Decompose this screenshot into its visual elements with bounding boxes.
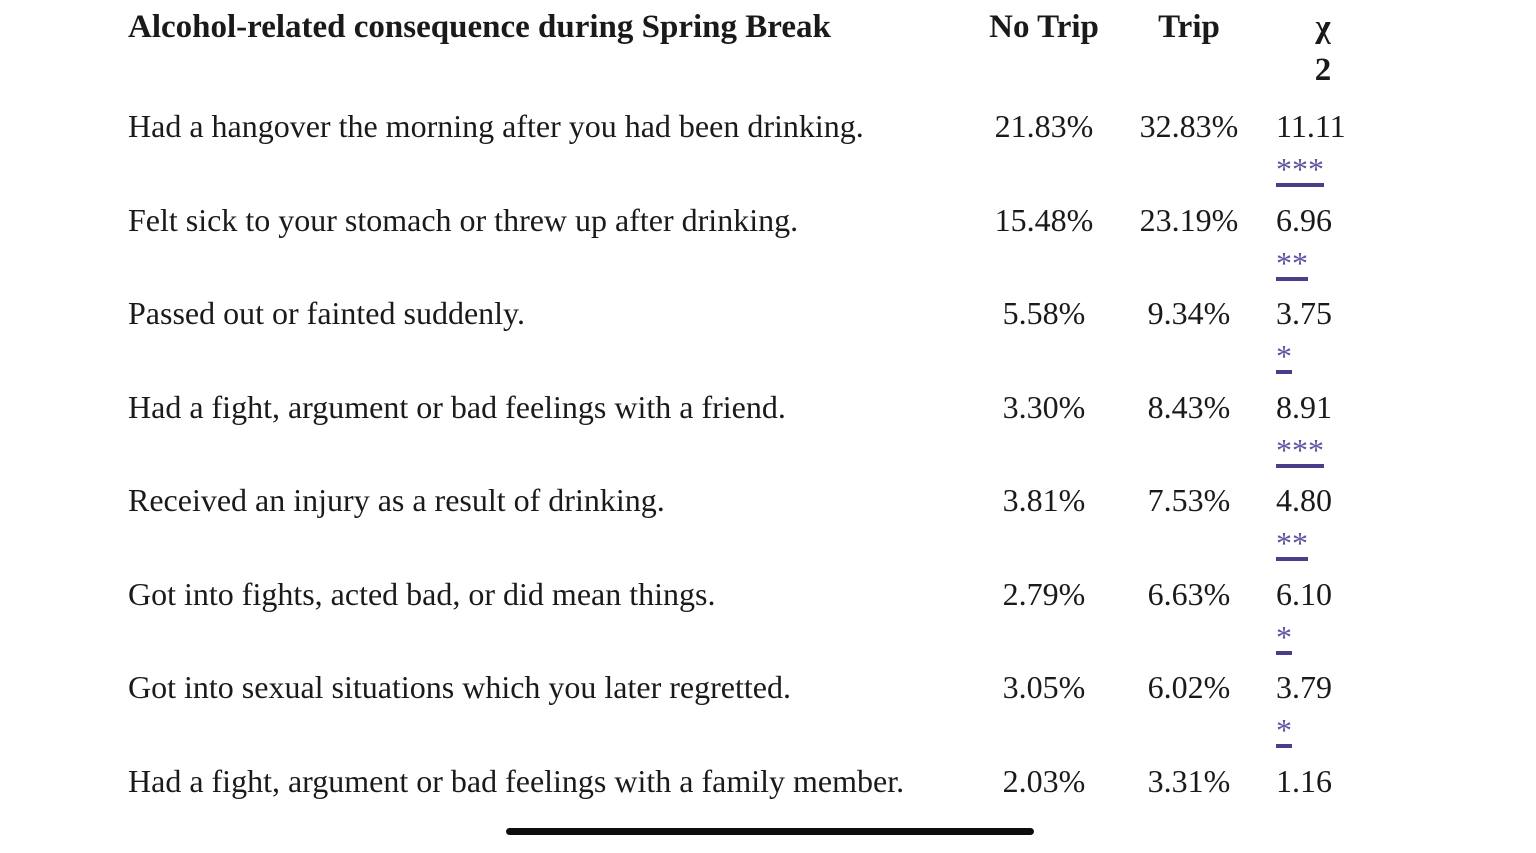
header-trip: Trip (1115, 0, 1263, 105)
consequence-cell: Had a hangover the morning after you had… (128, 105, 973, 199)
chi-value: 1.16 (1276, 760, 1383, 803)
header-chi-squared: χ 2 (1263, 0, 1383, 105)
trip-cell: 6.63% (1115, 573, 1263, 667)
consequence-cell: Received an injury as a result of drinki… (128, 479, 973, 573)
table-body: Had a hangover the morning after you had… (128, 105, 1383, 853)
significance-link[interactable]: * (1276, 619, 1292, 655)
table-row: Had a fight, argument or bad feelings wi… (128, 386, 1383, 480)
no-trip-cell: 3.05% (973, 666, 1115, 760)
consequences-table: Alcohol-related consequence during Sprin… (128, 0, 1383, 853)
chi-value: 6.96 (1276, 199, 1383, 242)
consequence-cell: Got into sexual situations which you lat… (128, 666, 973, 760)
trip-cell: 7.53% (1115, 479, 1263, 573)
trip-cell: 9.34% (1115, 292, 1263, 386)
table-row: Felt sick to your stomach or threw up af… (128, 199, 1383, 293)
consequence-cell: Felt sick to your stomach or threw up af… (128, 199, 973, 293)
chi-cell: 3.79 * (1263, 666, 1383, 760)
table-row: Got into sexual situations which you lat… (128, 666, 1383, 760)
chi-cell: 11.11 *** (1263, 105, 1383, 199)
chi-cell: 3.75 * (1263, 292, 1383, 386)
chi-cell: 4.80 ** (1263, 479, 1383, 573)
header-row: Alcohol-related consequence during Sprin… (128, 0, 1383, 105)
table-row: Got into fights, acted bad, or did mean … (128, 573, 1383, 667)
table-row: Had a fight, argument or bad feelings wi… (128, 760, 1383, 853)
consequence-cell: Had a fight, argument or bad feelings wi… (128, 386, 973, 480)
trip-cell: 3.31% (1115, 760, 1263, 853)
table-row: Passed out or fainted suddenly. 5.58% 9.… (128, 292, 1383, 386)
trip-cell: 32.83% (1115, 105, 1263, 199)
significance-link[interactable]: * (1276, 712, 1292, 748)
chi-value: 3.79 (1276, 666, 1383, 709)
no-trip-cell: 2.03% (973, 760, 1115, 853)
chi-cell: 6.96 ** (1263, 199, 1383, 293)
chi-cell: 1.16 (1263, 760, 1383, 853)
trip-cell: 23.19% (1115, 199, 1263, 293)
table-header: Alcohol-related consequence during Sprin… (128, 0, 1383, 105)
consequence-cell: Had a fight, argument or bad feelings wi… (128, 760, 973, 853)
header-consequence: Alcohol-related consequence during Sprin… (128, 0, 973, 105)
chi-symbol: χ (1263, 6, 1383, 49)
no-trip-cell: 2.79% (973, 573, 1115, 667)
no-trip-cell: 3.81% (973, 479, 1115, 573)
table-row: Had a hangover the morning after you had… (128, 105, 1383, 199)
significance-link[interactable]: ** (1276, 245, 1308, 281)
significance-link[interactable]: *** (1276, 151, 1324, 187)
chi-value: 6.10 (1276, 573, 1383, 616)
consequence-cell: Got into fights, acted bad, or did mean … (128, 573, 973, 667)
chi-value: 11.11 (1276, 105, 1383, 148)
consequence-cell: Passed out or fainted suddenly. (128, 292, 973, 386)
no-trip-cell: 3.30% (973, 386, 1115, 480)
trip-cell: 6.02% (1115, 666, 1263, 760)
table-row: Received an injury as a result of drinki… (128, 479, 1383, 573)
no-trip-cell: 5.58% (973, 292, 1115, 386)
section-divider-bar (506, 828, 1034, 835)
chi-cell: 6.10 * (1263, 573, 1383, 667)
chi-value: 4.80 (1276, 479, 1383, 522)
no-trip-cell: 21.83% (973, 105, 1115, 199)
chi-value: 8.91 (1276, 386, 1383, 429)
significance-link[interactable]: ** (1276, 525, 1308, 561)
chi-cell: 8.91 *** (1263, 386, 1383, 480)
chi-exponent: 2 (1263, 49, 1383, 92)
header-no-trip: No Trip (973, 0, 1115, 105)
significance-link[interactable]: * (1276, 338, 1292, 374)
chi-value: 3.75 (1276, 292, 1383, 335)
significance-link[interactable]: *** (1276, 432, 1324, 468)
no-trip-cell: 15.48% (973, 199, 1115, 293)
trip-cell: 8.43% (1115, 386, 1263, 480)
